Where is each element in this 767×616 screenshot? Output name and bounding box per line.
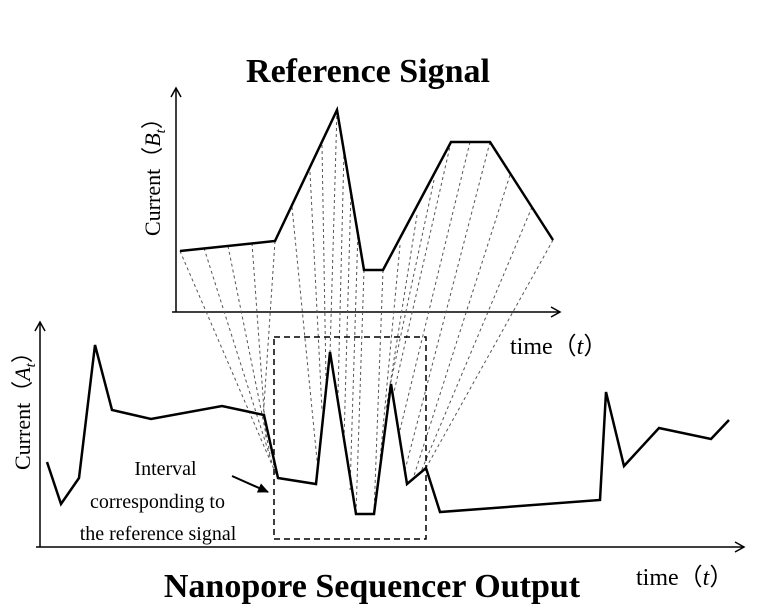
connector-line	[343, 189, 352, 441]
connector-line	[203, 247, 274, 467]
reference-signal-trace	[179, 105, 555, 272]
connector-line	[309, 171, 323, 411]
connector-line	[329, 109, 338, 355]
output-y-axis-label: Current（At）	[10, 341, 39, 470]
connector-line	[179, 250, 277, 475]
connector-line	[393, 141, 452, 393]
connector-line	[227, 245, 271, 455]
reference-y-axis-label: Current（Bt）	[140, 107, 169, 236]
nanopore-output-title: Nanopore Sequencer Output	[164, 568, 581, 605]
connector-line	[373, 269, 384, 515]
connector-line	[291, 206, 319, 471]
connector-line	[355, 269, 365, 515]
connector-line	[399, 141, 471, 431]
connector-line	[337, 149, 345, 396]
interval-annotation: Interval corresponding to the reference …	[80, 458, 237, 545]
connector-line	[425, 239, 554, 469]
annotation-arrow	[231, 475, 269, 493]
alignment-connectors	[179, 109, 554, 515]
output-x-axis-label: time（t）	[636, 565, 733, 591]
connector-line	[321, 144, 327, 381]
reference-signal-title: Reference Signal	[246, 53, 490, 90]
reference-x-axis-label: time（t）	[510, 334, 607, 360]
sequencer-output-trace	[45, 344, 730, 516]
connector-line	[389, 179, 435, 387]
corresponding-interval-box	[273, 336, 427, 540]
connector-line	[404, 141, 491, 471]
connector-line	[262, 240, 276, 421]
connector-line	[419, 206, 533, 475]
connector-line	[349, 229, 359, 491]
connector-line	[385, 214, 418, 411]
